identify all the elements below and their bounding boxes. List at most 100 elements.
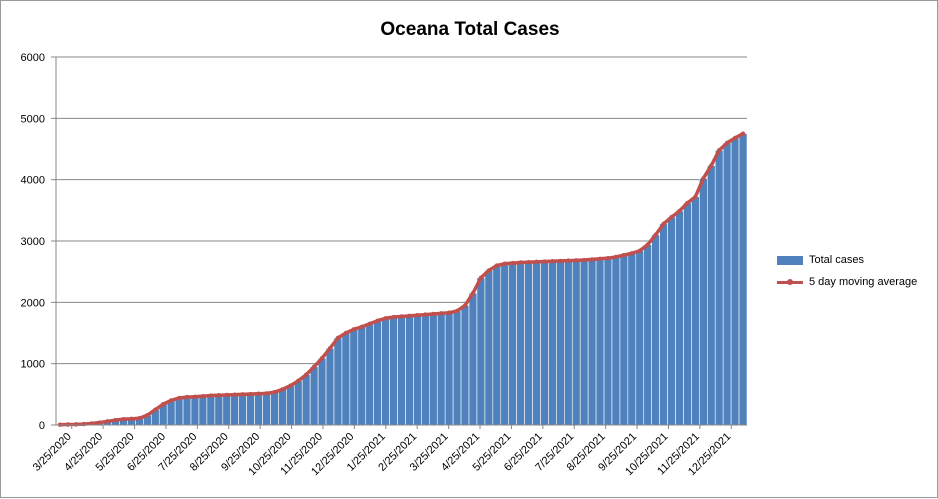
line-point [344,331,348,335]
line-point [590,257,594,261]
legend-label-moving-average: 5 day moving average [809,276,917,288]
bar-series-total-cases [56,134,747,425]
line-point [534,260,538,264]
line-point [193,395,197,399]
bar [231,395,239,425]
line-point [518,260,522,264]
bar [509,263,517,425]
line-point [82,422,86,426]
line-point [510,261,514,265]
bar [183,397,191,425]
line-point [368,322,372,326]
bar [167,400,175,425]
line-point [439,311,443,315]
bar [342,333,350,425]
line-point [248,392,252,396]
line-point [407,314,411,318]
bar [445,313,453,425]
line-point [471,291,475,295]
line-point [574,258,578,262]
bar [556,261,564,425]
bar [723,143,731,425]
line-point [137,416,141,420]
bar [691,197,699,425]
bar [326,348,334,425]
line-point [97,420,101,424]
bar [668,217,676,425]
legend-swatch-bar [777,256,803,265]
bar [437,313,445,425]
bar [429,314,437,425]
line-point [495,263,499,267]
bar [493,266,501,425]
line-point [455,309,459,313]
line-point [614,255,618,259]
y-tick-label: 3000 [21,236,45,248]
bar [676,211,684,425]
line-point [336,336,340,340]
bar [485,270,493,425]
bar [453,311,461,425]
bar [533,262,541,425]
line-point [113,418,117,422]
bar [683,203,691,425]
bar [564,261,572,425]
bar [715,150,723,425]
line-point [733,136,737,140]
line-point [415,313,419,317]
line-point [391,315,395,319]
line-point [185,395,189,399]
line-point [383,316,387,320]
bar [731,138,739,425]
bar [199,396,207,425]
y-tick-label: 6000 [21,52,45,64]
line-point [669,215,673,219]
bar [477,278,485,425]
y-tick-label: 0 [39,420,45,432]
line-point [479,276,483,280]
bar [191,397,199,425]
line-point [296,379,300,383]
line-point [360,325,364,329]
line-point [256,392,260,396]
bar [580,260,588,425]
bar [540,262,548,425]
line-point [685,201,689,205]
bar [525,262,533,425]
bar [255,394,263,425]
bar [223,395,231,425]
bar [604,258,612,425]
line-point [240,392,244,396]
bar [247,394,255,425]
bar [572,260,580,425]
line-point [304,373,308,377]
bar [501,264,509,425]
line-point [272,390,276,394]
bar [660,224,668,425]
bar [334,338,342,425]
bar [390,317,398,425]
bar [207,396,215,425]
line-point [709,163,713,167]
legend-swatch-line [777,278,803,287]
line-point [677,209,681,213]
line-point [105,419,109,423]
bar [413,315,421,425]
line-point [153,407,157,411]
bar [644,245,652,425]
line-point [423,312,427,316]
bar [358,327,366,425]
bar [628,253,636,425]
line-point [264,391,268,395]
bar [421,315,429,425]
bar [239,394,247,425]
bar [398,316,406,425]
bar [739,134,747,425]
line-point [542,259,546,263]
line-point [693,195,697,199]
line-point [653,233,657,237]
bar [382,318,390,425]
line-point [201,394,205,398]
